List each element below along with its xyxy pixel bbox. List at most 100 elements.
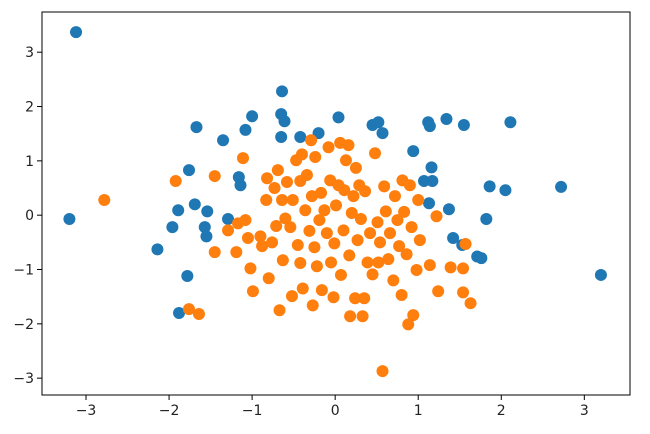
point [266,236,279,249]
point [364,227,377,240]
x-tick-label: 3 [580,403,589,419]
point [183,303,195,316]
point [286,193,299,206]
point [308,241,321,254]
point [262,272,275,285]
point [423,120,436,133]
point [410,264,423,277]
point [310,260,323,273]
point [330,199,342,212]
point [239,214,252,227]
point [188,198,201,211]
point [334,268,347,281]
point [328,237,341,250]
point [372,256,385,269]
point [383,227,396,240]
point [376,127,389,140]
point [260,193,273,206]
point [261,172,274,185]
point [151,243,164,256]
point [358,292,371,305]
point [594,268,607,281]
point [318,204,331,217]
point [504,116,517,129]
point [285,290,298,303]
point [172,204,185,217]
point [391,214,404,227]
point [332,111,345,124]
point [475,252,488,265]
x-tick-label: −3 [76,403,97,419]
point [166,221,179,234]
point [412,193,425,206]
point [98,193,111,206]
point [413,234,426,247]
point [403,179,416,192]
point [181,270,194,283]
point [483,180,496,193]
point [246,285,259,298]
point [338,184,351,197]
y-tick-label: 1 [25,154,34,170]
point [70,26,83,39]
point [278,115,291,128]
point [320,227,333,240]
point [300,168,313,181]
point [405,221,418,234]
point [295,148,308,161]
point [440,113,453,126]
point [423,259,436,272]
point [447,231,460,244]
point [400,248,413,261]
point [236,152,249,165]
point [432,285,445,298]
point [284,221,297,234]
point [239,123,252,136]
point [407,309,420,322]
x-tick-label: −1 [242,403,263,419]
point [398,205,411,218]
point [291,239,304,252]
point [305,134,318,147]
y-tick-label: −2 [13,317,34,333]
point [246,110,259,123]
point [423,197,436,210]
point [268,182,281,195]
point [430,210,443,223]
point [351,234,364,247]
y-tick-label: 0 [25,208,34,224]
point [374,236,387,249]
point [376,365,389,378]
point [222,212,235,225]
point [382,253,395,266]
point [371,216,384,229]
x-tick-label: −2 [159,403,180,419]
point [183,164,195,177]
point [294,130,307,143]
point [254,230,267,243]
point [200,230,213,243]
point [190,121,203,134]
y-tick-label: 3 [25,45,34,61]
point [322,141,335,154]
y-tick-label: 2 [25,100,34,116]
point [315,284,328,297]
point [173,306,186,319]
point [499,184,512,197]
point [344,310,357,323]
x-tick-label: 0 [331,403,340,419]
point [378,180,391,193]
x-tick-label: 2 [497,403,506,419]
point [354,212,367,225]
point [315,186,328,199]
point [349,292,362,305]
point [312,127,325,140]
point [343,249,356,262]
point [425,161,438,174]
point [256,240,269,253]
point [217,134,230,147]
point [198,221,211,234]
point [241,231,254,244]
point [393,240,406,253]
